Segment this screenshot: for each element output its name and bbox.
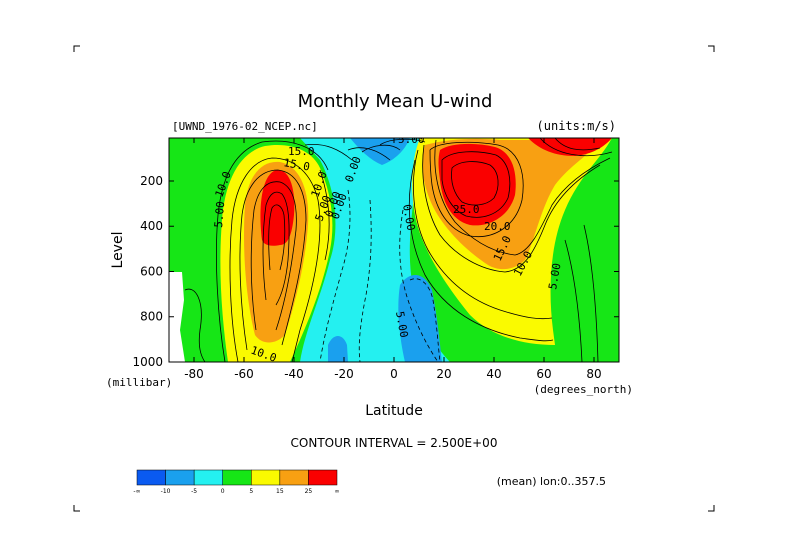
y-tick-label: 400 xyxy=(140,219,163,233)
x-tick-label: 0 xyxy=(390,367,398,381)
x-tick-label: -80 xyxy=(184,367,204,381)
contour-label: 15.0 xyxy=(282,156,310,173)
colorbar-tick-label: -10 xyxy=(161,488,171,495)
dataset-label: [UWND_1976-02_NCEP.nc] xyxy=(172,120,318,133)
colorbar-swatch xyxy=(222,469,252,486)
contour-label: 15.0 xyxy=(288,145,315,158)
easterly-core-upper xyxy=(350,138,410,165)
contour-field: 5.00 15.0 10.0 5.00 0.00 0.00 0.00 25.0 … xyxy=(169,133,619,362)
contour-label: 0.00 xyxy=(400,203,417,231)
x-tick-label: -60 xyxy=(234,367,254,381)
x-tick-label: -40 xyxy=(284,367,304,381)
x-tick-label: 20 xyxy=(436,367,451,381)
contour-label: 20.0 xyxy=(484,220,511,233)
footnote-label: (mean) lon:0..357.5 xyxy=(497,475,606,488)
contour-label: 5.00 xyxy=(393,310,410,338)
y-axis-units: (millibar) xyxy=(106,376,172,389)
colorbar-tick-label: 5 xyxy=(249,488,253,495)
colorbar-swatch xyxy=(193,469,223,486)
nh-upper-core xyxy=(528,138,612,156)
colorbar-tick-label: 15 xyxy=(276,488,284,495)
y-axis-title: Level xyxy=(110,232,126,269)
colorbar: -∞ -10 -5 0 5 15 25 ∞ xyxy=(133,469,340,495)
colorbar-swatch xyxy=(308,469,338,486)
contour-labels: 5.00 15.0 10.0 5.00 0.00 0.00 0.00 25.0 … xyxy=(212,133,564,362)
missing-data-region xyxy=(169,272,185,362)
x-tick-label: -20 xyxy=(334,367,354,381)
colorbar-swatch xyxy=(165,469,195,486)
x-axis-title: Latitude xyxy=(365,403,423,419)
x-tick-label: 80 xyxy=(586,367,601,381)
contour-label: 5.00 xyxy=(398,133,425,146)
easterly-core-lower-left xyxy=(328,336,348,362)
colorbar-tick-label: 25 xyxy=(305,488,313,495)
colorbar-tick-label: 0 xyxy=(221,488,225,495)
contour-label: 5.00 xyxy=(212,201,227,229)
y-tick-label: 200 xyxy=(140,174,163,188)
easterly-core-lower xyxy=(398,274,442,362)
corner-marks xyxy=(73,45,715,512)
y-tick-label: 600 xyxy=(140,264,163,278)
y-axis-ticks: 200 400 600 800 1000 xyxy=(132,174,619,369)
colorbar-tick-label: -5 xyxy=(191,488,197,495)
y-tick-label: 800 xyxy=(140,310,163,324)
y-tick-label: 1000 xyxy=(132,355,163,369)
x-axis-ticks: -80 -60 -40 -20 0 20 40 60 80 xyxy=(184,138,602,381)
colorbar-swatch xyxy=(136,469,166,486)
contour-label: 5.00 xyxy=(546,262,563,290)
colorbar-swatch xyxy=(279,469,309,486)
colorbar-swatch xyxy=(251,469,281,486)
contour-interval-label: CONTOUR INTERVAL = 2.500E+00 xyxy=(291,436,498,450)
chart-title: Monthly Mean U-wind xyxy=(298,91,493,112)
x-tick-label: 60 xyxy=(536,367,551,381)
contour-label: 25.0 xyxy=(453,203,480,216)
units-label: (units:m/s) xyxy=(537,119,616,133)
colorbar-tick-label: ∞ xyxy=(335,488,340,495)
x-tick-label: 40 xyxy=(486,367,501,381)
x-axis-units: (degrees_north) xyxy=(534,383,633,396)
contour-lines xyxy=(184,138,613,362)
colorbar-tick-label: -∞ xyxy=(133,488,140,495)
